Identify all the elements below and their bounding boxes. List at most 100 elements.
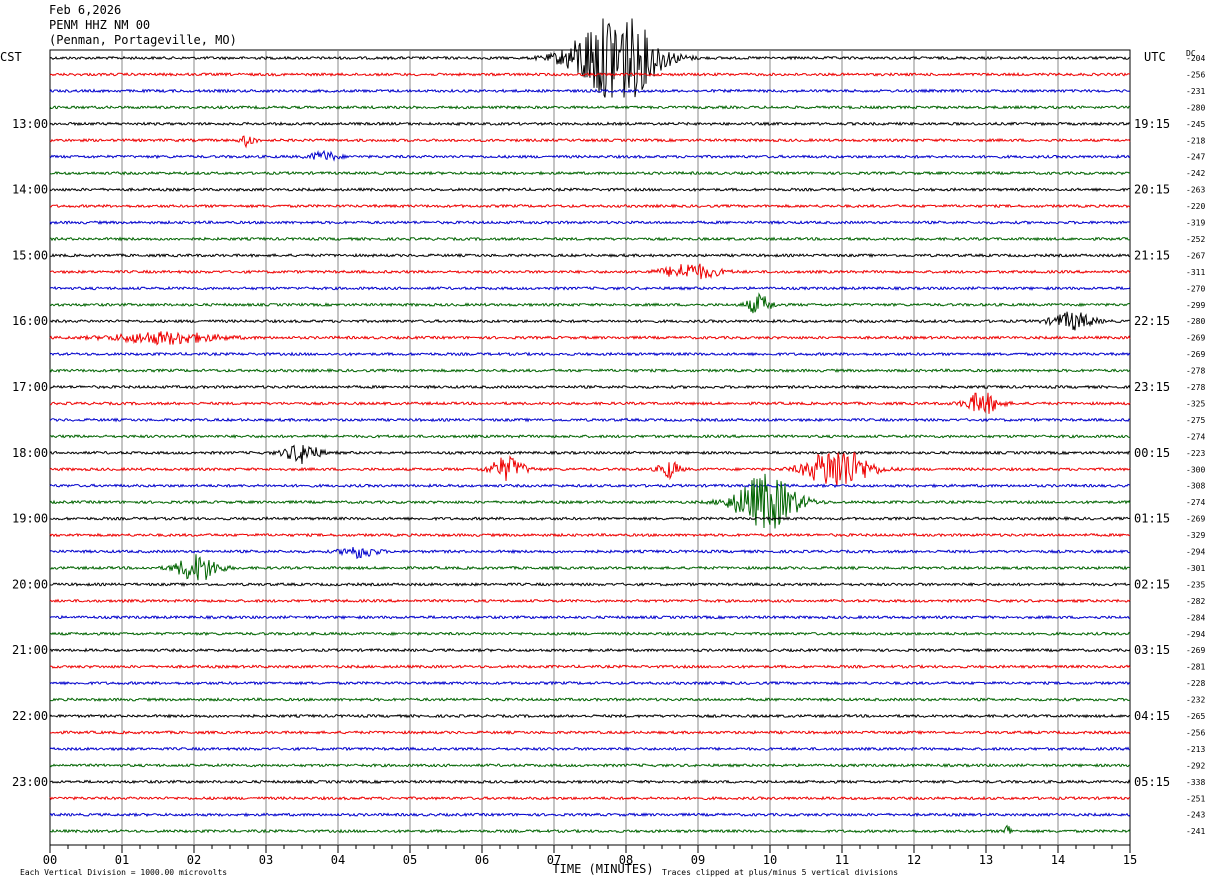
dc-offset-label: -265 (1186, 712, 1205, 721)
left-hour-label: 22:00 (12, 709, 48, 723)
trace-line-43 (49, 762, 1131, 768)
dc-offset-label: -278 (1186, 383, 1205, 392)
dc-offset-label: -251 (1186, 794, 1205, 803)
trace-line-35 (49, 631, 1131, 637)
trace-line-29 (49, 532, 1131, 538)
trace-line-21 (49, 392, 1131, 414)
trace-line-47 (49, 824, 1131, 834)
right-hour-label: 02:15 (1134, 577, 1170, 591)
left-hour-label: 14:00 (12, 183, 48, 197)
trace-line-45 (49, 795, 1131, 801)
trace-line-14 (49, 285, 1131, 291)
left-hour-label: 13:00 (12, 117, 48, 131)
right-hour-label: 01:15 (1134, 512, 1170, 526)
trace-line-2 (49, 88, 1131, 94)
dc-offset-label: -292 (1186, 761, 1205, 770)
dc-offset-label: -256 (1186, 70, 1205, 79)
trace-line-41 (49, 729, 1131, 736)
dc-offset-label: -269 (1186, 350, 1205, 359)
right-hour-label: 19:15 (1134, 117, 1170, 131)
x-axis-title: TIME (MINUTES) (552, 862, 653, 876)
dc-offset-label: -308 (1186, 482, 1205, 491)
dc-offset-label: -204 (1186, 54, 1205, 63)
dc-offset-label: -269 (1186, 515, 1205, 524)
trace-line-32 (49, 581, 1131, 587)
trace-line-39 (49, 697, 1131, 703)
trace-line-28 (50, 515, 1131, 522)
dc-offset-label: -220 (1186, 202, 1205, 211)
dc-offset-label: -284 (1186, 613, 1205, 622)
right-hour-label: 22:15 (1134, 314, 1170, 328)
dc-offset-label: -329 (1186, 531, 1205, 540)
station-label: PENM HHZ NM 00 (49, 18, 151, 32)
x-tick-label: 09 (691, 853, 705, 867)
location-label: (Penman, Portageville, MO) (49, 33, 237, 47)
dc-header-label: DC (1186, 49, 1196, 58)
trace-line-7 (49, 170, 1131, 176)
dc-offset-label: -223 (1186, 449, 1205, 458)
dc-offset-label: -299 (1186, 301, 1205, 310)
dc-offset-label: -269 (1186, 646, 1205, 655)
right-hour-label: 04:15 (1134, 709, 1170, 723)
dc-offset-label: -252 (1186, 235, 1205, 244)
date-label: Feb 6,2026 (49, 3, 122, 17)
dc-offset-label: -256 (1186, 728, 1205, 737)
trace-line-33 (49, 598, 1131, 604)
trace-line-11 (49, 236, 1131, 242)
dc-offset-label: -231 (1186, 87, 1205, 96)
trace-line-42 (49, 746, 1131, 752)
dc-offset-label: -247 (1186, 153, 1205, 162)
trace-line-44 (49, 779, 1131, 785)
dc-offset-label: -301 (1186, 564, 1205, 573)
left-hour-label: 21:00 (12, 643, 48, 657)
dc-offset-label: -275 (1186, 416, 1205, 425)
trace-line-16 (49, 311, 1131, 331)
dc-offset-label: -278 (1186, 367, 1205, 376)
dc-offset-label: -263 (1186, 186, 1205, 195)
trace-line-13 (49, 263, 1131, 280)
trace-line-6 (49, 149, 1131, 162)
dc-offset-label: -232 (1186, 696, 1205, 705)
x-tick-label: 05 (403, 853, 417, 867)
scale-note: Each Vertical Division = 1000.00 microvo… (20, 868, 227, 877)
right-hour-label: 23:15 (1134, 380, 1170, 394)
trace-line-1 (49, 71, 1131, 77)
right-hour-label: 03:15 (1134, 643, 1170, 657)
x-tick-label: 07 (547, 853, 561, 867)
dc-offset-label: -269 (1186, 334, 1205, 343)
dc-offset-label: -280 (1186, 103, 1205, 112)
x-tick-label: 08 (619, 853, 633, 867)
trace-line-10 (49, 220, 1131, 226)
x-tick-label: 06 (475, 853, 489, 867)
dc-offset-label: -274 (1186, 432, 1205, 441)
right-hour-label: 20:15 (1134, 183, 1170, 197)
trace-line-36 (49, 647, 1131, 653)
trace-line-4 (49, 121, 1131, 127)
x-tick-label: 00 (43, 853, 57, 867)
left-hour-label: 18:00 (12, 446, 48, 460)
trace-line-23 (49, 433, 1131, 439)
dc-offset-label: -235 (1186, 580, 1205, 589)
plot-frame (49, 49, 1131, 846)
dc-offset-label: -282 (1186, 597, 1205, 606)
x-tick-label: 11 (835, 853, 849, 867)
trace-line-17 (49, 331, 1131, 346)
trace-line-37 (49, 664, 1131, 670)
right-hour-label: 05:15 (1134, 775, 1170, 789)
dc-offset-label: -325 (1186, 399, 1205, 408)
dc-offset-label: -242 (1186, 169, 1205, 178)
trace-line-19 (49, 368, 1131, 374)
left-hour-label: 19:00 (12, 512, 48, 526)
dc-offset-label: -311 (1186, 268, 1205, 277)
x-tick-label: 04 (331, 853, 345, 867)
left-hour-label: 17:00 (12, 380, 48, 394)
trace-line-22 (49, 417, 1131, 423)
dc-offset-label: -228 (1186, 679, 1205, 688)
dc-offset-label: -245 (1186, 120, 1205, 129)
dc-offset-label: -243 (1186, 811, 1205, 820)
left-timezone-label: CST (0, 50, 22, 64)
trace-line-26 (49, 483, 1131, 489)
dc-offset-label: -267 (1186, 251, 1205, 260)
trace-line-3 (49, 104, 1131, 110)
